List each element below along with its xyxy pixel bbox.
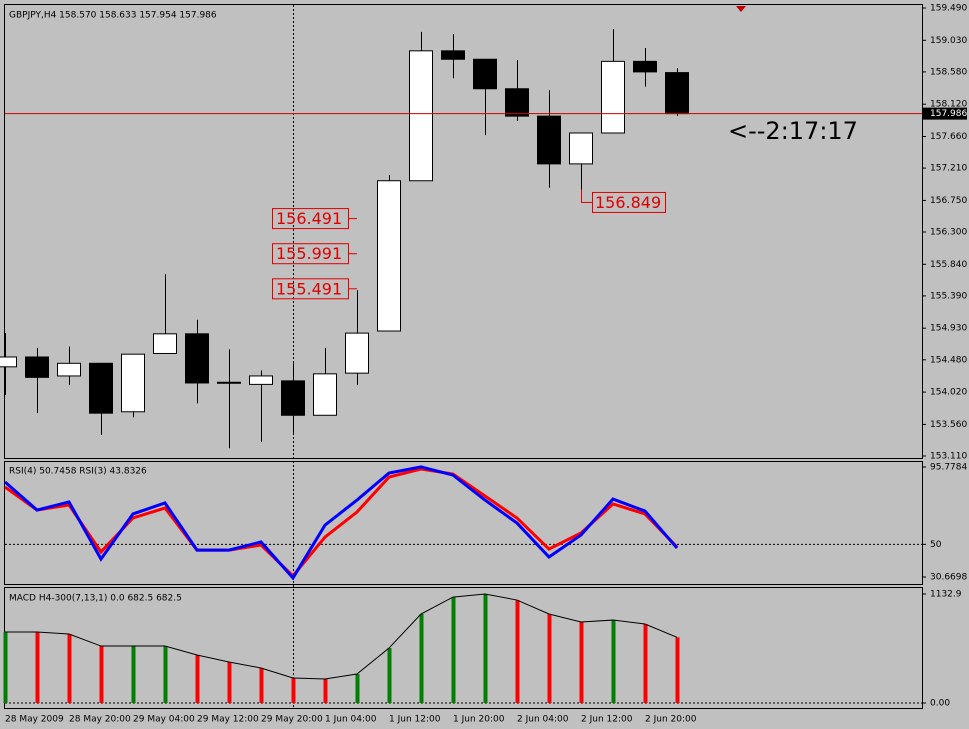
x-tick-label: 29 May 12:00 [197,715,259,725]
y-tick-label: 0.00 [930,699,950,709]
candle-body [217,381,241,384]
macd-bar [67,634,72,703]
price-label-box [272,208,349,230]
candle-body [505,88,529,117]
price-label: 155.491 [276,279,342,298]
x-tick-label: 2 Jun 12:00 [581,715,633,725]
y-tick-label: 155.840 [930,260,967,270]
x-tick-label: 1 Jun 12:00 [389,715,441,725]
y-tick-label: 154.930 [930,324,967,334]
signal-line [5,593,678,680]
y-tick-label: 153.110 [930,452,967,462]
x-tick-label: 29 May 04:00 [133,715,195,725]
rsi-panel [4,461,923,585]
macd-bar [163,646,168,703]
candle-body [153,333,177,354]
candle-body [409,50,433,182]
rsi-header: RSI(4) 50.7458 RSI(3) 43.8326 [9,467,147,477]
candle-body [313,373,337,416]
y-tick-label: 50 [930,540,942,550]
x-tick-label: 2 Jun 04:00 [517,715,569,725]
low-label-box [592,191,666,213]
marker [736,6,746,12]
candle-body [665,72,689,115]
candle-body [25,356,49,378]
x-tick-label: 28 May 20:00 [69,715,131,725]
y-tick-label: 157.660 [930,132,967,142]
candle-body [281,380,305,416]
macd-bar [131,646,136,703]
macd-bar [451,597,456,703]
candle-body [473,58,497,90]
candle-body [601,60,625,134]
y-tick-label: 159.490 [930,4,967,14]
y-tick-label: 1132.9 [930,590,962,600]
y-tick-label: 153.560 [930,420,967,430]
macd-bar [483,593,488,703]
macd-bar [675,637,680,703]
price-label: 156.491 [276,209,342,228]
macd-bar [547,614,552,703]
macd-bar [259,667,264,703]
candle-body [249,375,273,385]
candle-body [345,332,369,374]
y-tick-label: 156.750 [930,196,967,206]
y-tick-label: 156.300 [930,228,967,238]
candle-body [185,333,209,384]
y-tick-label: 158.580 [930,67,967,77]
macd-bar [35,631,40,703]
y-tick-label: 154.480 [930,355,967,365]
x-tick-label: 1 Jun 20:00 [453,715,505,725]
y-tick-label: 30.6698 [930,573,967,583]
x-tick-label: 1 Jun 04:00 [325,715,377,725]
candle-body [441,50,465,60]
y-tick-label: 158.120 [930,100,967,110]
macd-bar [579,621,584,703]
rsi-line [4,465,679,581]
candle-body [121,353,145,413]
macd-bar [643,624,648,703]
macd-bar [3,631,8,703]
y-tick-label: 157.210 [930,164,967,174]
price-label-box [272,243,349,265]
candle-body [0,356,17,368]
macd-bar [387,648,392,703]
x-tick-label: 28 May 2009 [5,715,64,725]
macd-bar [195,654,200,703]
x-tick-label: 29 May 20:00 [261,715,323,725]
macd-bar [611,620,616,703]
price-label-box [272,278,349,300]
low-label: 156.849 [595,193,661,212]
y-tick-label: 155.390 [930,291,967,301]
candle-body [89,362,113,414]
macd-header: MACD H4-300(7,13,1) 0.0 682.5 682.5 [9,594,182,604]
y-tick-label: 95.7784 [930,463,967,473]
x-tick-label: 2 Jun 20:00 [645,715,697,725]
candle-body [57,362,81,377]
y-tick-label: 154.020 [930,388,967,398]
macd-bar [323,679,328,703]
macd-bar [99,646,104,703]
price-label: 155.991 [276,244,342,263]
candle-body [377,180,401,332]
candle-body [569,132,593,165]
current-price-label: 157.986 [930,109,967,119]
candle-body [633,60,657,73]
current-price-box [923,107,967,120]
macd-bar [419,614,424,703]
macd-bar [355,674,360,703]
macd-bar [291,677,296,703]
macd-bar [515,600,520,703]
countdown: <--2:17:17 [728,117,858,145]
macd-bar [227,662,232,703]
main-header: GBPJPY,H4 158.570 158.633 157.954 157.98… [9,11,217,21]
candle-body [537,115,561,165]
y-tick-label: 159.030 [930,36,967,46]
